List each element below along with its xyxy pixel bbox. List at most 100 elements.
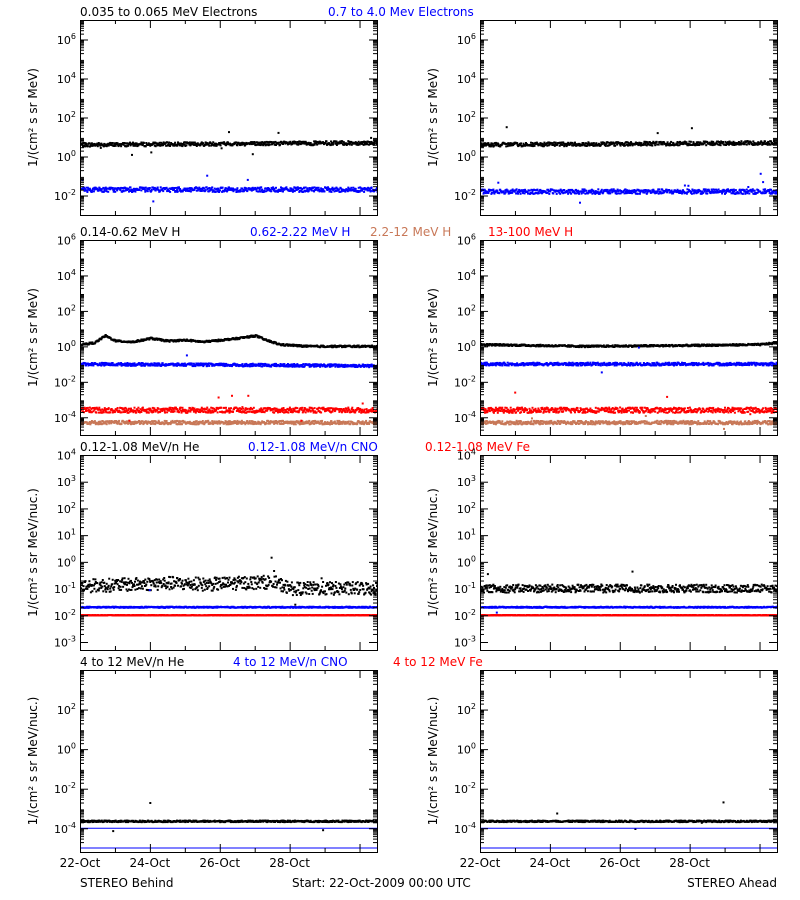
data-point <box>206 188 209 190</box>
data-point <box>235 406 238 409</box>
data-point <box>370 186 373 189</box>
data-point <box>348 140 351 143</box>
data-point <box>732 140 735 143</box>
data-point <box>110 408 113 410</box>
data-point <box>122 408 125 411</box>
data-point <box>138 188 141 191</box>
data-point <box>638 142 641 145</box>
data-point <box>368 366 371 369</box>
data-point <box>376 190 377 193</box>
data-point <box>125 407 128 410</box>
data-point <box>661 188 664 191</box>
data-point <box>675 142 678 145</box>
row-1-group: 0.035 to 0.065 MeV Electrons 0.7 to 4.0 M… <box>26 5 778 216</box>
data-point <box>141 406 144 409</box>
data-point <box>341 140 344 143</box>
data-point <box>487 192 490 194</box>
data-point <box>313 190 316 193</box>
data-point <box>192 141 195 144</box>
data-point <box>546 191 549 194</box>
data-point <box>154 423 157 426</box>
data-point <box>121 407 124 410</box>
data-point <box>178 411 180 414</box>
data-point <box>719 142 722 144</box>
data-point <box>561 143 564 146</box>
data-point <box>114 144 117 147</box>
data-point <box>354 366 357 368</box>
data-point <box>607 192 610 195</box>
data-point <box>558 191 561 194</box>
data-point <box>99 144 102 147</box>
data-point <box>106 411 109 414</box>
data-point <box>215 409 218 411</box>
data-point <box>149 144 152 147</box>
data-point <box>279 189 282 192</box>
row-2-title-item-2: 2.2-12 MeV H <box>370 225 451 239</box>
data-point <box>511 191 514 194</box>
data-point <box>131 143 134 146</box>
data-point <box>566 190 569 193</box>
data-point <box>92 144 95 147</box>
data-point <box>638 189 641 192</box>
data-point <box>136 409 139 412</box>
data-point <box>173 188 176 191</box>
data-point <box>264 407 267 410</box>
data-point <box>204 189 207 192</box>
data-point <box>212 423 215 426</box>
data-point <box>190 362 193 365</box>
data-point <box>210 144 213 147</box>
data-point <box>120 186 123 189</box>
data-point <box>498 192 501 195</box>
data-point <box>102 411 105 414</box>
data-point <box>319 420 322 423</box>
data-point <box>138 410 141 412</box>
data-point <box>183 143 186 146</box>
data-point <box>223 189 226 192</box>
data-point <box>609 192 612 195</box>
data-point <box>577 191 580 194</box>
data-point <box>182 363 184 366</box>
data-point <box>231 394 233 397</box>
data-point <box>107 408 110 411</box>
data-point <box>166 411 169 414</box>
data-point <box>773 190 776 193</box>
data-point <box>151 420 154 423</box>
y-tick-label: 104 <box>57 71 76 86</box>
data-point <box>116 189 119 192</box>
data-point <box>244 409 247 412</box>
data-point <box>258 143 261 146</box>
data-point <box>770 140 773 143</box>
data-point <box>104 408 107 411</box>
data-point <box>263 190 266 193</box>
data-point <box>181 145 184 148</box>
data-point <box>663 191 666 194</box>
y-tick-label: 102 <box>457 110 476 125</box>
y-tick-label: 106 <box>57 32 76 47</box>
data-point <box>189 410 192 413</box>
data-point <box>243 411 246 414</box>
data-point <box>206 174 209 177</box>
data-point <box>225 406 227 409</box>
data-point <box>273 365 276 367</box>
data-point <box>158 141 161 144</box>
data-point <box>604 144 607 147</box>
data-point <box>363 365 366 368</box>
data-point <box>265 407 268 410</box>
data-point <box>286 343 289 346</box>
data-point <box>95 143 98 146</box>
data-point <box>594 190 597 193</box>
data-point <box>127 187 130 190</box>
data-point <box>661 143 664 146</box>
data-point <box>505 145 508 148</box>
data-point <box>236 187 239 190</box>
data-point <box>206 406 209 409</box>
data-point <box>245 363 248 366</box>
data-point <box>124 362 127 365</box>
data-point <box>127 144 129 147</box>
data-point <box>744 192 747 195</box>
data-point <box>507 190 510 193</box>
data-point <box>151 143 154 146</box>
data-point <box>682 189 684 192</box>
data-point <box>681 141 684 144</box>
